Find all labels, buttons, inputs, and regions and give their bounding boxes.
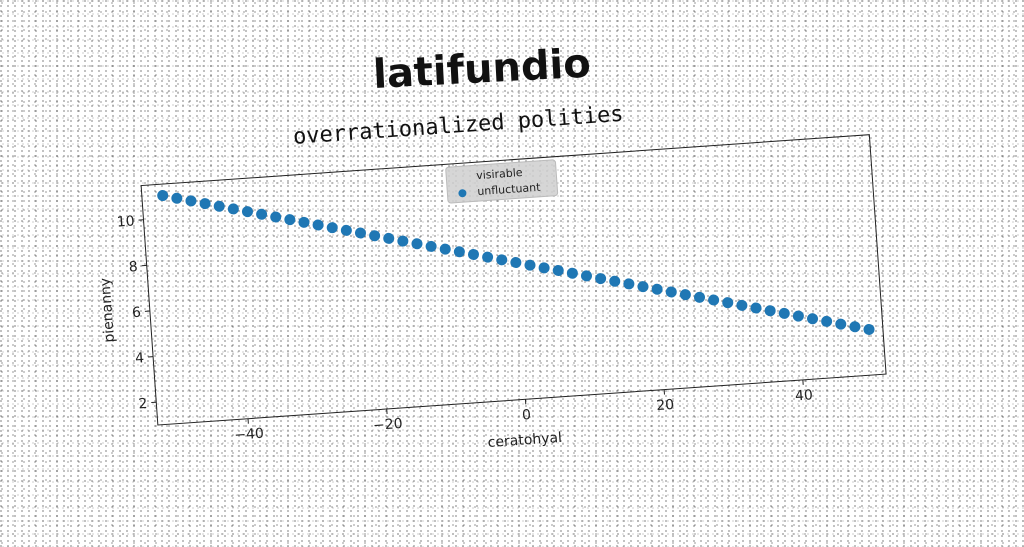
y-axis: 2 4 6 8 10	[116, 213, 157, 413]
scatter-point	[369, 230, 381, 242]
scatter-point	[326, 222, 338, 234]
scatter-point	[680, 289, 692, 301]
scatter-point	[637, 281, 649, 293]
scatter-point	[778, 308, 790, 320]
scatter-point	[453, 246, 465, 258]
scatter-point	[185, 195, 197, 207]
scatter-point	[764, 305, 776, 317]
scatter-point	[312, 219, 324, 231]
scatter-point	[171, 192, 183, 204]
scatter-point	[793, 310, 805, 322]
scatter-point	[567, 267, 579, 279]
scatter-point	[340, 224, 352, 236]
y-tick-label: 6	[132, 305, 142, 322]
scatter-point	[552, 265, 564, 277]
y-tick-label: 2	[138, 396, 148, 413]
y-tick-label: 8	[128, 259, 138, 276]
scatter-point	[199, 198, 211, 210]
y-axis-label: pienanny	[97, 277, 117, 343]
legend: visirable unfluctuant	[446, 160, 558, 204]
scatter-point	[298, 216, 310, 228]
scatter-point	[425, 241, 437, 253]
scatter-point	[383, 233, 395, 245]
x-tick-label: 20	[656, 397, 675, 414]
scatter-point	[524, 259, 536, 271]
scatter-point	[538, 262, 550, 274]
x-tick-label: 40	[795, 387, 814, 404]
scatter-point	[807, 313, 819, 325]
scatter-point	[595, 273, 607, 285]
scatter-point	[411, 238, 423, 250]
scatter-point	[157, 190, 169, 202]
scatter-point	[397, 235, 409, 247]
scatter-point	[213, 200, 225, 212]
scatter-point	[510, 257, 522, 269]
scatter-point	[722, 297, 734, 309]
scatter-point	[849, 321, 861, 333]
x-tick-label: 0	[522, 407, 532, 424]
scatter-point	[482, 251, 494, 263]
scatter-point	[270, 211, 282, 223]
scatter-point	[227, 203, 239, 215]
scatter-point	[256, 208, 268, 220]
scatter-point	[496, 254, 508, 266]
x-axis-label: ceratohyal	[487, 430, 562, 451]
scatter-point	[439, 243, 451, 255]
scatter-point	[750, 302, 762, 314]
scatter-point	[651, 283, 663, 295]
x-tick-label: −20	[373, 416, 404, 434]
scatter-point	[863, 324, 875, 336]
scatter-point	[835, 318, 847, 330]
scatter-point	[242, 206, 254, 218]
y-tick-label: 4	[135, 350, 145, 367]
scatter-point	[623, 278, 635, 290]
scatter-point	[355, 227, 367, 239]
scatter-point	[665, 286, 677, 298]
scatter-point	[468, 249, 480, 261]
scatter-point	[736, 299, 748, 311]
scatter-point	[581, 270, 593, 282]
scatter-point	[694, 291, 706, 303]
scatter-point	[284, 214, 296, 226]
scatter-point	[609, 275, 621, 287]
scatter-point	[708, 294, 720, 306]
y-tick-label: 10	[116, 213, 135, 230]
x-tick-label: −40	[234, 426, 265, 444]
scatter-point	[821, 316, 833, 328]
